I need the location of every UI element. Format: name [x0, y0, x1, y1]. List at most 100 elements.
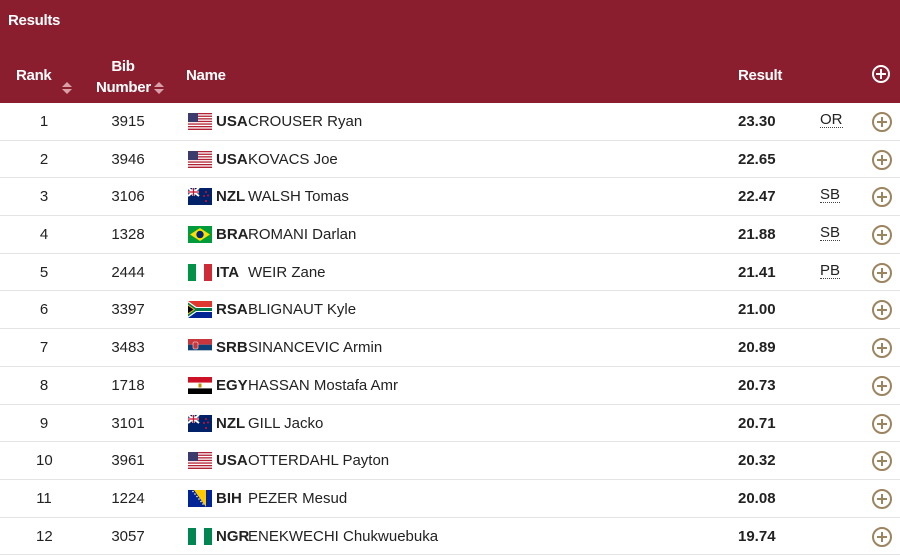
bib-column-header[interactable]: Bib Number — [96, 56, 151, 98]
country-code: BRA — [216, 226, 249, 244]
country-code: BIH — [216, 489, 242, 507]
athlete-name[interactable]: HASSAN Mostafa Amr — [248, 376, 399, 394]
expand-row-icon[interactable] — [872, 375, 892, 396]
results-header: Results Rank Bib Number Name Result — [0, 0, 900, 103]
result-cell: 19.74 — [738, 527, 776, 545]
table-row[interactable]: 10 3961 USA OTTERDAHL Payton 20.32 — [0, 442, 900, 480]
table-row[interactable]: 7 3483 SRB SINANCEVIC Armin 20.89 — [0, 329, 900, 367]
result-cell: 20.73 — [738, 376, 776, 394]
table-row[interactable]: 3 3106 NZL WALSH Tomas 22.47 SB — [0, 178, 900, 217]
sort-desc-icon[interactable] — [62, 89, 72, 94]
athlete-name[interactable]: WALSH Tomas — [248, 188, 349, 206]
bib-cell: 3961 — [111, 452, 145, 470]
expand-row-icon[interactable] — [872, 300, 892, 321]
bib-cell: 3397 — [111, 301, 145, 319]
result-cell: 21.41 — [738, 263, 776, 281]
athlete-name[interactable]: GILL Jacko — [248, 414, 324, 432]
rank-cell: 10 — [36, 452, 53, 470]
result-cell: 20.32 — [738, 452, 776, 470]
rank-cell: 3 — [39, 188, 49, 206]
record-badge[interactable]: PB — [820, 261, 841, 279]
table-row[interactable]: 12 3057 NGR ENEKWECHI Chukwuebuka 19.74 — [0, 518, 900, 555]
nzl-flag-icon — [187, 187, 212, 206]
table-row[interactable]: 2 3946 USA KOVACS Joe 22.65 — [0, 141, 900, 179]
results-title: Results — [8, 12, 61, 29]
table-row[interactable]: 9 3101 NZL GILL Jacko 20.71 — [0, 405, 900, 443]
usa-flag-icon — [188, 452, 212, 470]
result-cell: 20.89 — [738, 339, 776, 357]
table-row[interactable]: 11 1224 BIH PEZER Mesud 20.08 — [0, 480, 900, 518]
bib-cell: 1224 — [111, 489, 145, 507]
result-cell: 23.30 — [738, 113, 776, 130]
expand-row-icon[interactable] — [872, 149, 892, 170]
usa-flag-icon — [188, 113, 212, 130]
rank-cell: 9 — [39, 414, 49, 432]
country-code: ITA — [216, 263, 240, 281]
rank-cell: 7 — [39, 339, 49, 357]
usa-flag-icon — [188, 150, 212, 168]
bib-cell: 3483 — [111, 339, 145, 357]
nzl-flag-icon — [187, 413, 212, 432]
results-table: 1 3915 USA CROUSER Ryan 23.30 OR 2 3946 USA KOVAC… — [0, 103, 900, 555]
result-cell: 22.65 — [738, 150, 776, 168]
rank-column-header[interactable]: Rank — [16, 67, 52, 84]
expand-row-icon[interactable] — [872, 112, 892, 132]
country-code: NGR — [216, 527, 250, 545]
athlete-name[interactable]: ENEKWECHI Chukwuebuka — [248, 527, 439, 545]
result-column-header: Result — [738, 67, 783, 84]
athlete-name[interactable]: PEZER Mesud — [248, 489, 348, 507]
expand-row-icon[interactable] — [872, 451, 892, 472]
expand-row-icon[interactable] — [872, 526, 892, 547]
athlete-name[interactable]: OTTERDAHL Payton — [248, 452, 390, 470]
athlete-name[interactable]: SINANCEVIC Armin — [248, 339, 383, 357]
table-row[interactable]: 1 3915 USA CROUSER Ryan 23.30 OR — [0, 103, 900, 141]
rank-cell: 2 — [39, 150, 49, 168]
expand-all-icon[interactable] — [872, 65, 890, 83]
record-badge[interactable]: SB — [820, 224, 841, 242]
result-cell: 22.47 — [738, 188, 776, 206]
egy-flag-icon — [188, 376, 212, 394]
country-code: SRB — [216, 339, 248, 357]
ita-flag-icon — [188, 263, 212, 281]
expand-row-icon[interactable] — [872, 488, 892, 509]
rank-cell: 6 — [39, 301, 49, 319]
country-code: NZL — [216, 414, 246, 432]
result-cell: 21.88 — [738, 226, 776, 244]
bib-label-line1: Bib — [111, 58, 135, 75]
table-row[interactable]: 4 1328 BRA ROMANI Darlan 21.88 SB — [0, 216, 900, 254]
record-badge[interactable]: SB — [820, 186, 841, 204]
athlete-name[interactable]: ROMANI Darlan — [248, 226, 357, 244]
athlete-name[interactable]: BLIGNAUT Kyle — [248, 301, 357, 319]
expand-row-icon[interactable] — [872, 262, 892, 283]
rank-label: Rank — [16, 67, 52, 84]
rsa-flag-icon — [188, 301, 212, 319]
bib-cell: 2444 — [111, 263, 145, 281]
expand-row-icon[interactable] — [872, 338, 892, 359]
sort-asc-icon[interactable] — [154, 82, 164, 87]
bih-flag-icon — [188, 489, 212, 507]
country-code: RSA — [216, 301, 248, 319]
result-cell: 20.71 — [738, 414, 776, 432]
bib-cell: 3106 — [111, 188, 145, 206]
record-badge[interactable]: OR — [820, 111, 843, 128]
sort-desc-icon[interactable] — [154, 89, 164, 94]
expand-row-icon[interactable] — [872, 225, 892, 246]
athlete-name[interactable]: WEIR Zane — [248, 263, 326, 281]
sort-asc-icon[interactable] — [62, 82, 72, 87]
srb-flag-icon — [188, 339, 212, 357]
rank-cell: 4 — [39, 226, 49, 244]
table-row[interactable]: 8 1718 EGY HASSAN Mostafa Amr 20.73 — [0, 367, 900, 405]
table-row[interactable]: 6 3397 RSA BLIGNAUT Kyle 21.00 — [0, 291, 900, 330]
athlete-name[interactable]: CROUSER Ryan — [248, 113, 363, 130]
expand-row-icon[interactable] — [872, 187, 892, 208]
bib-label-line2: Number — [96, 79, 151, 96]
rank-cell: 12 — [36, 527, 53, 545]
country-code: NZL — [216, 188, 246, 206]
country-code: USA — [216, 452, 248, 470]
result-cell: 21.00 — [738, 301, 776, 319]
athlete-name[interactable]: KOVACS Joe — [248, 150, 338, 168]
country-code: EGY — [216, 376, 248, 394]
result-cell: 20.08 — [738, 489, 776, 507]
table-row[interactable]: 5 2444 ITA WEIR Zane 21.41 PB — [0, 254, 900, 292]
expand-row-icon[interactable] — [872, 413, 892, 434]
